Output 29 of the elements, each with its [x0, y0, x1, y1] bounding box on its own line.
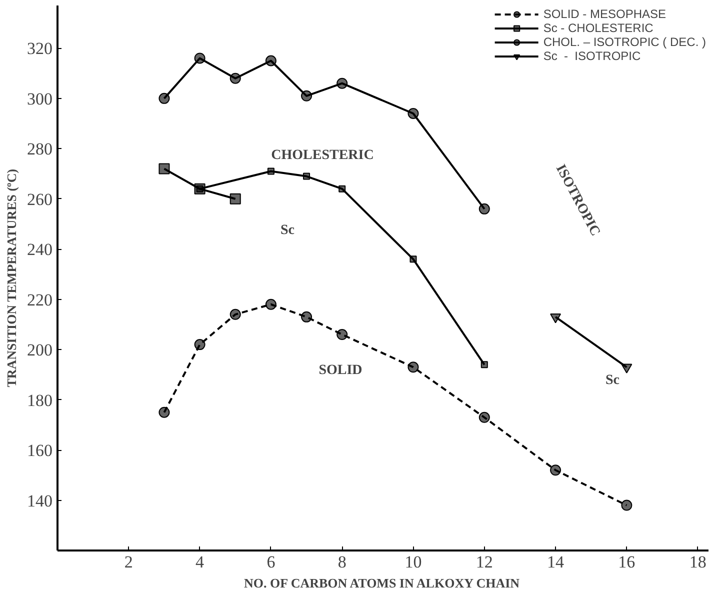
x-tick-label: 2	[124, 552, 133, 572]
y-tick-label: 300	[27, 89, 52, 108]
y-tick-label: 200	[27, 340, 52, 360]
y-tick-label: 180	[27, 390, 52, 410]
y-tick-label: 320	[27, 39, 52, 58]
annotation: SOLID	[318, 363, 362, 378]
x-tick-label: 16	[618, 552, 636, 572]
x-axis-title: NO. OF CARBON ATOMS IN ALKOXY CHAIN	[244, 576, 520, 590]
x-tick-label: 12	[476, 552, 493, 572]
x-tick-label: 8	[338, 552, 346, 572]
legend-label: CHOL. – ISOTROPIC ( DEC. )	[543, 35, 706, 49]
legend-label: Sc - ISOTROPIC	[543, 49, 641, 63]
x-tick-label: 4	[196, 552, 205, 572]
x-tick-label: 14	[547, 552, 565, 572]
y-axis-title: TRANSITION TEMPERATURES (ºC)	[4, 168, 19, 388]
x-tick-label: 18	[689, 552, 706, 572]
x-tick-label: 6	[266, 552, 276, 572]
y-tick-label: 140	[27, 491, 52, 510]
y-tick-label: 260	[27, 190, 52, 209]
y-tick-label: 240	[27, 240, 52, 260]
legend-label: Sc - CHOLESTERIC	[543, 21, 654, 35]
annotation: Sc	[280, 223, 294, 238]
legend-label: SOLID - MESOPHASE	[543, 7, 666, 21]
y-tick-label: 160	[27, 441, 52, 460]
y-tick-label: 280	[27, 140, 52, 159]
annotation: Sc	[606, 373, 620, 388]
x-tick-label: 10	[404, 552, 422, 572]
annotation: CHOLESTERIC	[271, 148, 374, 163]
y-tick-label: 220	[27, 290, 52, 310]
